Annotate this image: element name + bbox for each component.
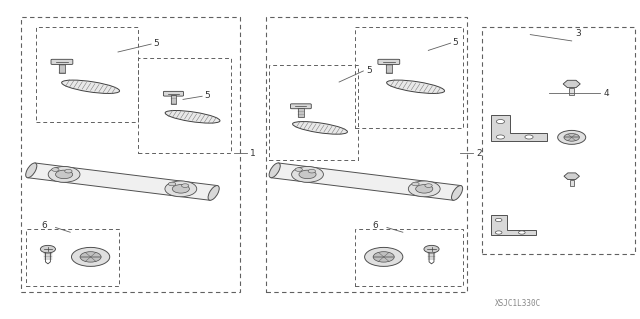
Bar	[26, 229, 119, 286]
Circle shape	[72, 248, 109, 266]
FancyBboxPatch shape	[291, 104, 311, 109]
Circle shape	[425, 184, 432, 188]
Circle shape	[424, 245, 439, 253]
Bar	[20, 17, 241, 292]
Circle shape	[497, 120, 504, 123]
Ellipse shape	[26, 163, 37, 178]
Bar	[355, 27, 463, 128]
Circle shape	[308, 169, 316, 173]
Text: 5: 5	[204, 91, 210, 100]
Circle shape	[416, 185, 433, 193]
Polygon shape	[564, 173, 579, 180]
Polygon shape	[563, 80, 580, 88]
Text: 6: 6	[372, 221, 378, 230]
Circle shape	[299, 170, 316, 179]
Bar	[386, 64, 392, 73]
Circle shape	[65, 169, 72, 173]
FancyBboxPatch shape	[51, 59, 73, 64]
Circle shape	[80, 252, 101, 262]
Bar	[483, 27, 636, 254]
Circle shape	[40, 245, 56, 253]
Bar	[266, 17, 467, 292]
Ellipse shape	[269, 163, 280, 178]
Circle shape	[412, 182, 419, 186]
Ellipse shape	[387, 80, 445, 93]
Polygon shape	[491, 115, 547, 141]
Polygon shape	[271, 163, 461, 200]
Ellipse shape	[165, 110, 220, 123]
Circle shape	[495, 218, 502, 222]
Ellipse shape	[61, 80, 120, 93]
Circle shape	[557, 130, 586, 144]
FancyBboxPatch shape	[163, 91, 184, 96]
Circle shape	[497, 135, 504, 139]
Circle shape	[168, 182, 176, 186]
Bar	[138, 58, 231, 153]
Text: 5: 5	[366, 65, 372, 75]
Circle shape	[564, 134, 579, 141]
Text: 1: 1	[250, 149, 255, 158]
Text: 5: 5	[153, 39, 159, 48]
Circle shape	[518, 231, 525, 234]
Circle shape	[373, 252, 394, 262]
Circle shape	[56, 170, 73, 179]
Circle shape	[295, 168, 303, 171]
Polygon shape	[28, 163, 218, 200]
Text: 3: 3	[575, 28, 580, 38]
Bar	[269, 65, 358, 160]
Circle shape	[495, 231, 502, 234]
Text: 6: 6	[42, 221, 47, 230]
Circle shape	[292, 167, 323, 182]
Text: XSJC1L330C: XSJC1L330C	[495, 299, 541, 308]
Bar	[59, 64, 65, 73]
Polygon shape	[491, 215, 536, 235]
Text: 2: 2	[476, 149, 482, 158]
Bar	[171, 95, 176, 104]
Text: 4: 4	[604, 89, 609, 98]
Bar	[298, 108, 304, 117]
Circle shape	[52, 168, 59, 171]
Circle shape	[165, 181, 196, 197]
Bar	[36, 27, 138, 122]
Ellipse shape	[208, 186, 220, 200]
Circle shape	[408, 181, 440, 197]
Circle shape	[182, 184, 189, 188]
Circle shape	[172, 185, 189, 193]
Text: 5: 5	[452, 38, 458, 47]
Circle shape	[48, 167, 80, 182]
Circle shape	[525, 135, 533, 139]
Ellipse shape	[451, 186, 463, 200]
Bar	[570, 88, 574, 95]
Bar	[355, 229, 463, 286]
Circle shape	[365, 248, 403, 266]
Ellipse shape	[292, 122, 348, 134]
Bar	[570, 180, 574, 186]
FancyBboxPatch shape	[378, 59, 400, 64]
